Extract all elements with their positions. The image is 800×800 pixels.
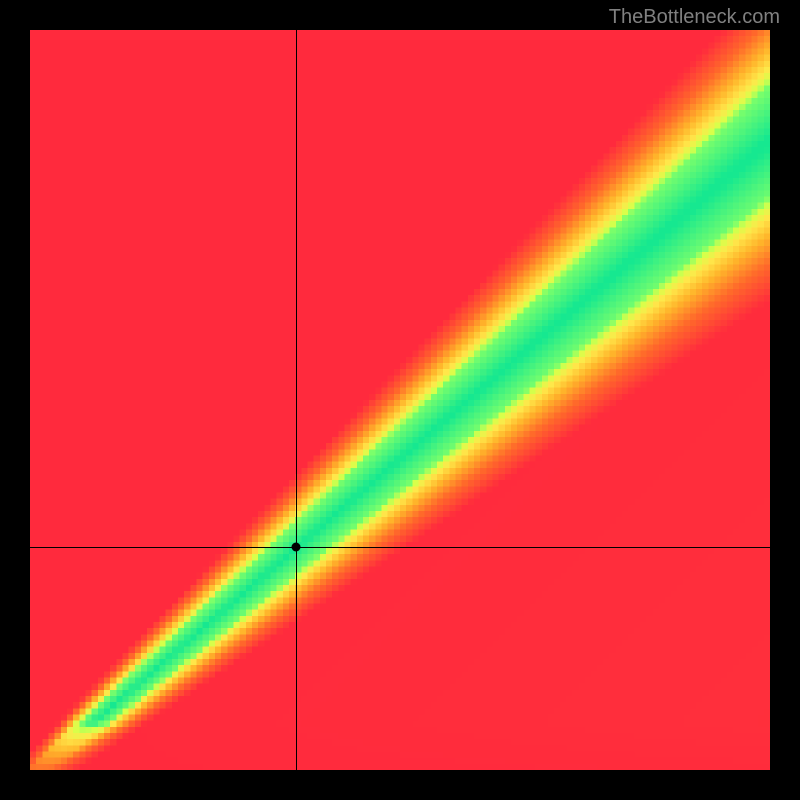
- crosshair-vertical: [296, 30, 297, 770]
- bottleneck-heatmap: [30, 30, 770, 770]
- watermark-text: TheBottleneck.com: [609, 6, 780, 29]
- crosshair-marker: [292, 542, 301, 551]
- crosshair-horizontal: [30, 547, 770, 548]
- heatmap-canvas: [30, 30, 770, 770]
